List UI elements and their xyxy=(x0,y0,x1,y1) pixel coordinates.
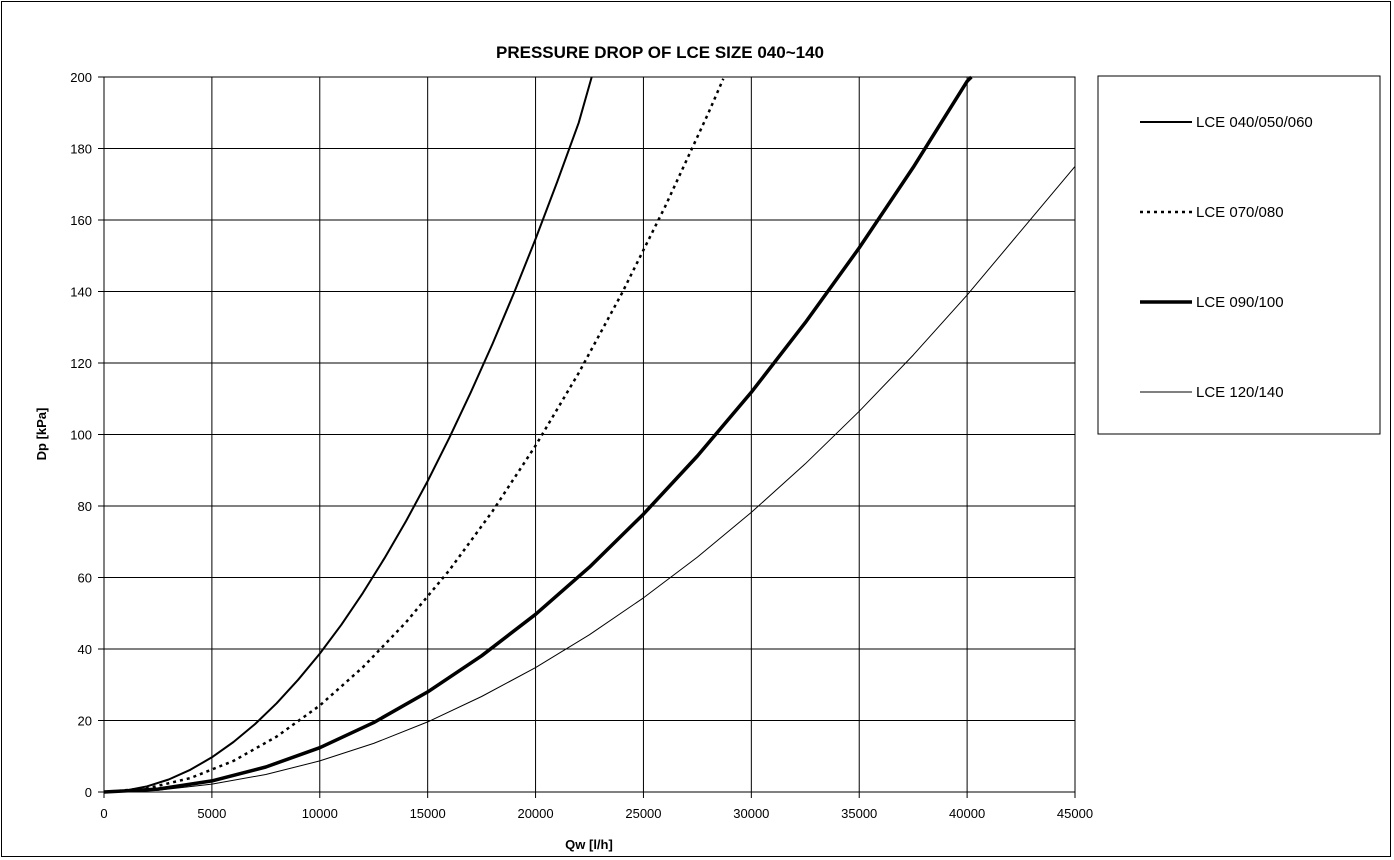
x-tick-label: 0 xyxy=(100,806,107,821)
x-tick-label: 45000 xyxy=(1057,806,1093,821)
series-line-4 xyxy=(103,166,1076,793)
y-tick-label: 200 xyxy=(70,70,92,85)
y-tick-label: 40 xyxy=(78,642,92,657)
x-tick-label: 5000 xyxy=(197,806,226,821)
y-tick-label: 60 xyxy=(78,571,92,586)
y-tick-label: 160 xyxy=(70,213,92,228)
series-line-2 xyxy=(103,78,725,794)
x-tick-label: 35000 xyxy=(841,806,877,821)
y-tick-label: 80 xyxy=(78,499,92,514)
legend-label-3: LCE 090/100 xyxy=(1196,294,1284,311)
y-tick-label: 140 xyxy=(70,285,92,300)
series-group xyxy=(103,75,1076,794)
legend-label-1: LCE 040/050/060 xyxy=(1196,114,1313,131)
x-tick-label: 10000 xyxy=(302,806,338,821)
y-tick-label: 20 xyxy=(78,714,92,729)
y-tick-label: 100 xyxy=(70,428,92,443)
legend-label-2: LCE 070/080 xyxy=(1196,204,1284,221)
x-tick-label: 25000 xyxy=(625,806,661,821)
legend-label-4: LCE 120/140 xyxy=(1196,384,1284,401)
legend-box xyxy=(1097,75,1381,435)
y-tick-label: 180 xyxy=(70,142,92,157)
x-tick-label: 30000 xyxy=(733,806,769,821)
ticks: 0 5000 10000 15000 20000 25000 30000 35000 40000… xyxy=(70,70,1093,821)
series-line-1 xyxy=(103,76,593,793)
series-line-3 xyxy=(103,75,973,794)
x-axis-title: Qw [l/h] xyxy=(565,837,613,852)
x-tick-label: 20000 xyxy=(517,806,553,821)
y-tick-label: 0 xyxy=(85,785,92,800)
grid xyxy=(104,77,1075,792)
x-tick-label: 15000 xyxy=(410,806,446,821)
chart-title: PRESSURE DROP OF LCE SIZE 040~140 xyxy=(496,43,824,62)
y-axis-title: Dp [kPa] xyxy=(34,408,49,461)
legend: LCE 040/050/060 LCE 070/080 LCE 090/100 LCE… xyxy=(1097,75,1381,435)
y-tick-label: 120 xyxy=(70,356,92,371)
x-tick-label: 40000 xyxy=(949,806,985,821)
